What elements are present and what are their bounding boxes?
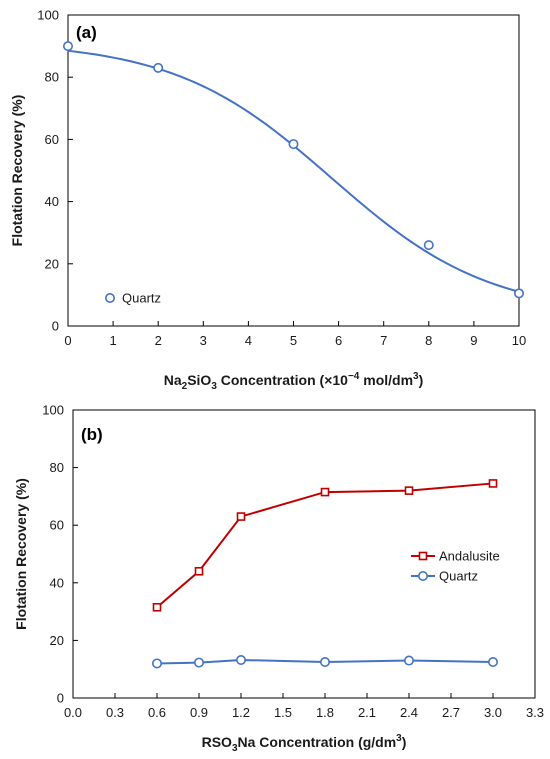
x-axis-label-part: ): [402, 734, 407, 750]
y-tick-label: 40: [50, 575, 64, 590]
data-point-quartz: [153, 62, 164, 73]
y-axis-label: Flotation Recovery (%): [13, 478, 29, 630]
panel-label: (b): [81, 425, 103, 444]
data-point-quartz: [403, 655, 414, 666]
data-point-andalusite: [152, 602, 162, 612]
legend-marker-andalusite: [418, 551, 428, 561]
x-tick-label: 0.3: [106, 705, 124, 720]
x-axis-label-part: 3: [413, 371, 419, 382]
y-tick-label: 20: [50, 633, 64, 648]
x-axis-label-part: Na: [164, 372, 182, 388]
data-point-quartz: [62, 41, 73, 52]
y-tick-label: 20: [45, 256, 59, 271]
data-point-quartz: [423, 240, 434, 251]
x-axis-label-part: ): [419, 372, 424, 388]
x-tick-label: 0.9: [190, 705, 208, 720]
y-tick-label: 100: [42, 403, 64, 418]
plot-frame: [72, 409, 536, 699]
series-quartz-line: [156, 658, 494, 665]
legend-marker-quartz: [105, 292, 116, 303]
data-point-andalusite: [320, 487, 330, 497]
x-axis-label: RSO3Na Concentration (g/dm3): [202, 733, 407, 754]
x-tick-label: 9: [470, 333, 477, 348]
x-axis-label-part: Concentration (×10: [217, 372, 348, 388]
x-tick-label: 10: [512, 333, 526, 348]
panel-label: (a): [76, 23, 97, 42]
x-tick-label: 0.6: [148, 705, 166, 720]
data-point-quartz: [152, 658, 163, 669]
x-tick-label: 3: [200, 333, 207, 348]
x-tick-label: 5: [290, 333, 297, 348]
x-tick-label: 1.5: [274, 705, 292, 720]
x-tick-label: 8: [425, 333, 432, 348]
data-point-quartz: [487, 656, 498, 667]
y-tick-label: 0: [57, 691, 64, 706]
x-axis-label-part: RSO: [202, 734, 232, 750]
x-tick-label: 3.3: [526, 705, 544, 720]
data-point-andalusite: [404, 486, 414, 495]
y-tick-label: 100: [37, 8, 59, 23]
x-axis-label-part: 3: [232, 743, 238, 754]
data-point-andalusite: [194, 566, 204, 576]
x-tick-label: 2: [155, 333, 162, 348]
y-tick-label: 40: [45, 194, 59, 209]
x-tick-label: 7: [380, 333, 387, 348]
x-tick-label: 1.2: [232, 705, 250, 720]
series-andalusite-line: [156, 482, 494, 609]
x-axis-label-part: Na Concentration (g/dm: [238, 734, 397, 750]
x-tick-label: 2.1: [358, 705, 376, 720]
x-axis-label-part: SiO: [187, 372, 211, 388]
x-tick-label: 1.8: [316, 705, 334, 720]
data-point-andalusite: [488, 479, 498, 488]
data-point-quartz: [194, 657, 205, 668]
x-tick-label: 2.7: [442, 705, 460, 720]
y-tick-label: 60: [50, 518, 64, 533]
x-axis-label-part: −4: [348, 371, 360, 382]
x-tick-label: 2.4: [400, 705, 418, 720]
y-axis-label: Flotation Recovery (%): [9, 95, 25, 247]
x-tick-label: 6: [335, 333, 342, 348]
series-quartz-fit-line: [67, 49, 520, 293]
y-tick-label: 80: [45, 70, 59, 85]
data-point-quartz: [288, 139, 299, 150]
x-axis-label-part: 3: [396, 733, 402, 744]
x-axis-label-part: 3: [211, 381, 217, 392]
x-tick-label: 4: [245, 333, 252, 348]
x-tick-label: 0: [64, 333, 71, 348]
legend-label-quartz: Quartz: [439, 569, 478, 584]
x-tick-label: 3.0: [484, 705, 502, 720]
x-axis-label-part: mol/dm: [359, 372, 413, 388]
data-point-quartz: [319, 656, 330, 667]
y-tick-label: 80: [50, 460, 64, 475]
data-point-quartz: [513, 288, 524, 299]
legend-label-andalusite: Andalusite: [439, 549, 500, 564]
legend-label-quartz: Quartz: [122, 291, 161, 306]
chart-panel-b: 0.0 0.3 0.6 0.9 1.2 1.5 1.8 2.1 2.4 2.7 3.0 3.3 0 20 4…: [13, 403, 544, 755]
y-tick-label: 60: [45, 132, 59, 147]
x-axis-label-part: 2: [182, 381, 188, 392]
x-tick-label: 1: [109, 333, 116, 348]
y-tick-label: 0: [52, 319, 59, 334]
data-point-andalusite: [236, 512, 246, 521]
x-axis-label: Na2SiO3 Concentration (×10−4 mol/dm3): [164, 371, 424, 392]
data-point-quartz: [236, 654, 247, 665]
legend-marker-quartz: [417, 570, 428, 581]
x-tick-label: 0.0: [64, 705, 82, 720]
